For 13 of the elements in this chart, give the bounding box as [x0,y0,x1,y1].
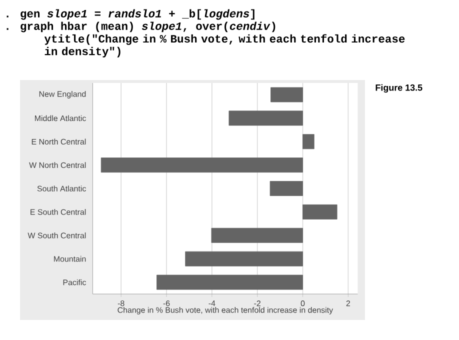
caption: Figure 13.5 [376,84,422,93]
text: ytitle("Change in % Bush vote, with each tenfold increase in density") [44,34,405,58]
bar [156,274,303,290]
bar [302,204,338,220]
bar [211,228,303,243]
bar [270,87,303,102]
bar [100,158,303,173]
bar [270,181,303,196]
bar [185,251,303,266]
bar [302,134,314,150]
text: . gen slope1 = randslo1 + _b[logdens] [6,9,254,20]
text: . graph hbar (mean) slope1, over(cendiv) [6,22,276,32]
bar [228,110,303,126]
